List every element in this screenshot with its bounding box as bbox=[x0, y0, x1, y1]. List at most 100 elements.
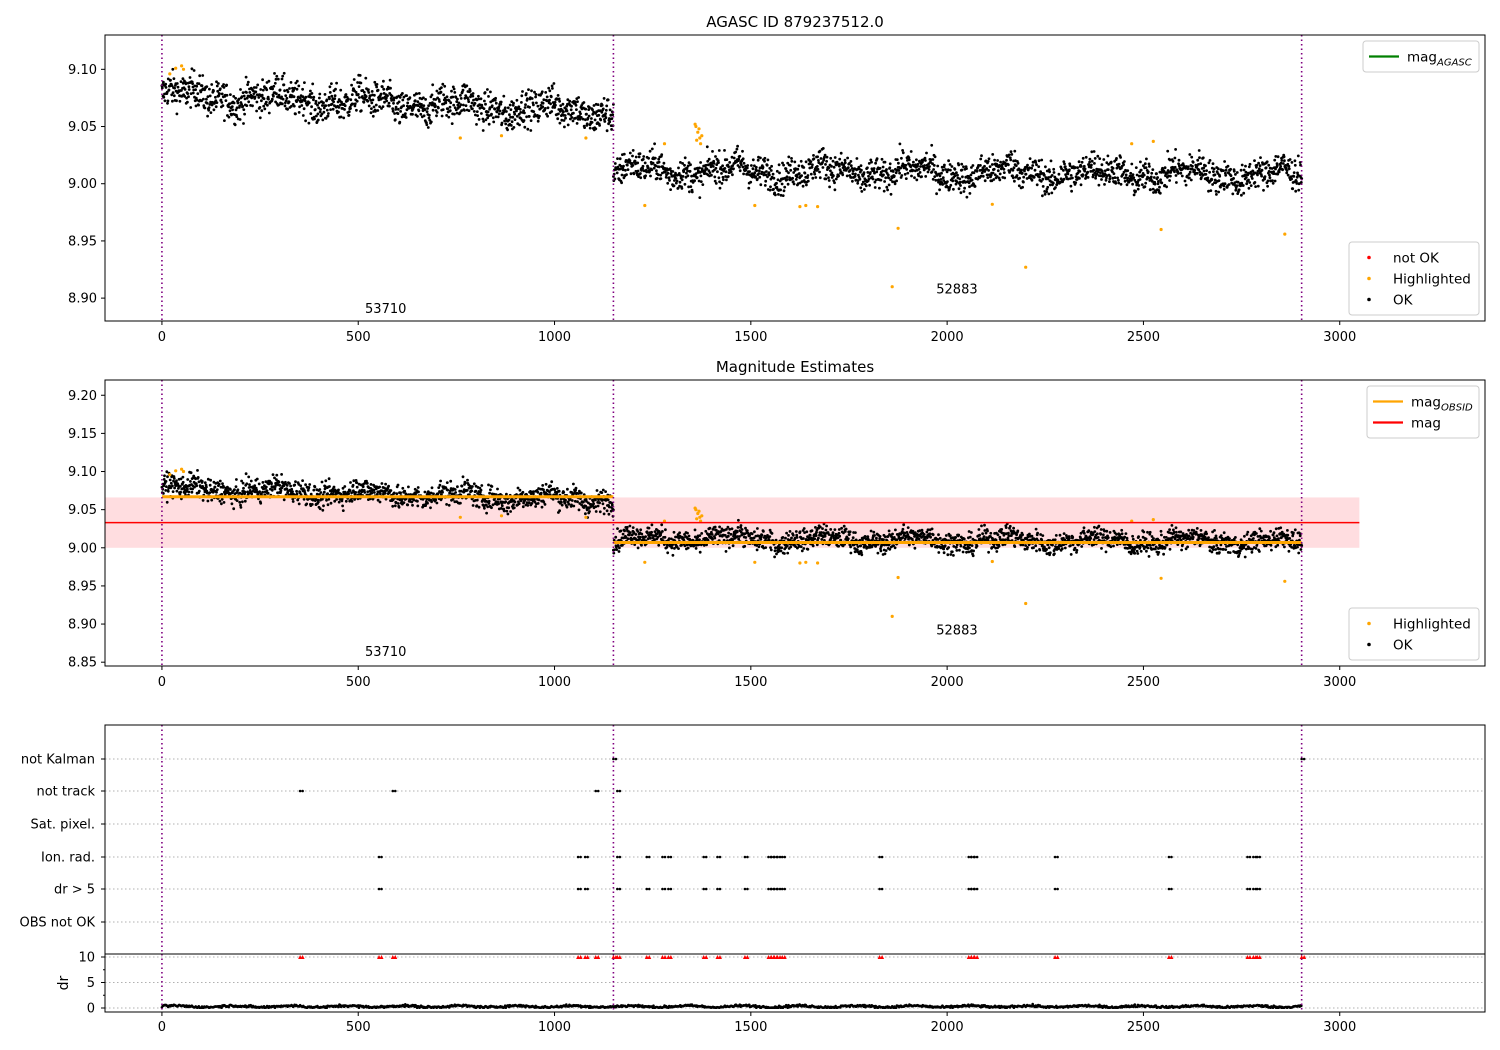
magnitude-ok-point bbox=[229, 488, 232, 491]
agasc-ok-point bbox=[788, 163, 792, 167]
agasc-ok-point bbox=[301, 87, 304, 91]
agasc-ok-point bbox=[762, 171, 766, 175]
magnitude-ok-point bbox=[460, 484, 464, 488]
agasc-highlighted-point bbox=[458, 136, 462, 140]
agasc-ok-point bbox=[1014, 164, 1018, 168]
agasc-ok-point bbox=[909, 165, 913, 169]
agasc-ok-point bbox=[388, 78, 392, 82]
magnitude-ok-point bbox=[615, 548, 619, 551]
agasc-ok-point bbox=[1047, 192, 1051, 196]
magnitude-ok-point bbox=[171, 484, 174, 488]
agasc-ok-point bbox=[913, 176, 916, 180]
agasc-ok-point bbox=[732, 167, 735, 171]
agasc-ok-point bbox=[859, 164, 863, 168]
agasc-ok-point bbox=[1112, 172, 1116, 176]
magnitude-ok-point bbox=[783, 552, 786, 555]
agasc-ok-point bbox=[1184, 183, 1188, 187]
agasc-ok-point bbox=[1030, 178, 1034, 182]
agasc-ok-point bbox=[557, 112, 560, 116]
magnitude-ok-point bbox=[799, 545, 803, 549]
magnitude-ok-point bbox=[245, 482, 249, 486]
agasc-ok-point bbox=[775, 181, 778, 185]
agasc-ok-point bbox=[948, 163, 952, 166]
agasc-ok-point bbox=[1050, 174, 1054, 177]
agasc-ok-point bbox=[812, 154, 815, 157]
magnitude-ok-point bbox=[461, 475, 465, 479]
agasc-ok-point bbox=[596, 103, 600, 106]
agasc-ok-point bbox=[947, 159, 950, 163]
magnitude-ok-point bbox=[318, 507, 322, 511]
agasc-ok-point bbox=[827, 179, 831, 182]
agasc-ok-point bbox=[392, 101, 395, 105]
agasc-ok-point bbox=[842, 163, 846, 167]
agasc-ok-point bbox=[335, 81, 338, 85]
agasc-ok-point bbox=[290, 104, 293, 108]
agasc-ok-point bbox=[195, 84, 199, 88]
magnitude-ok-point bbox=[610, 503, 614, 507]
agasc-ok-point bbox=[304, 119, 307, 123]
agasc-ok-point bbox=[1064, 173, 1067, 177]
agasc-ok-point bbox=[1139, 168, 1143, 172]
agasc-ok-point bbox=[825, 159, 828, 163]
agasc-ok-point bbox=[622, 152, 626, 156]
magnitude-ok-point bbox=[588, 510, 591, 513]
agasc-ok-point bbox=[922, 166, 926, 170]
agasc-ok-point bbox=[526, 127, 530, 131]
agasc-ok-point bbox=[1123, 179, 1127, 183]
agasc-ok-point bbox=[1273, 179, 1277, 183]
agasc-ok-point bbox=[567, 112, 570, 116]
agasc-ok-point bbox=[957, 187, 961, 191]
agasc-ok-point bbox=[225, 93, 229, 97]
agasc-ok-point bbox=[273, 72, 276, 75]
magnitude-ok-point bbox=[594, 498, 597, 502]
agasc-ok-point bbox=[267, 111, 271, 115]
agasc-legend-label-main: mag bbox=[1407, 50, 1437, 66]
magnitude-ok-point bbox=[825, 524, 828, 528]
agasc-ok-point bbox=[742, 161, 746, 165]
agasc-ok-point bbox=[834, 177, 838, 181]
agasc-ok-point bbox=[1210, 178, 1214, 182]
agasc-ok-point bbox=[983, 170, 987, 173]
magnitude-ok-point bbox=[631, 526, 635, 529]
agasc-ok-point bbox=[882, 189, 886, 193]
agasc-ok-point bbox=[806, 179, 810, 183]
agasc-ok-point bbox=[1109, 160, 1113, 164]
agasc-ok-point bbox=[717, 176, 721, 180]
agasc-ok-point bbox=[196, 92, 200, 95]
agasc-ok-point bbox=[453, 112, 456, 116]
agasc-ok-point bbox=[683, 163, 686, 167]
agasc-ok-point bbox=[628, 151, 632, 155]
agasc-ok-point bbox=[186, 92, 190, 95]
agasc-ok-point bbox=[318, 92, 322, 96]
agasc-ok-point bbox=[586, 116, 590, 120]
agasc-ok-point bbox=[765, 170, 768, 173]
agasc-ok-point bbox=[766, 158, 770, 162]
agasc-ok-point bbox=[584, 118, 587, 122]
agasc-ok-point bbox=[326, 114, 330, 118]
agasc-ok-point bbox=[1153, 182, 1157, 186]
agasc-ok-point bbox=[1271, 181, 1275, 185]
agasc-ok-point bbox=[625, 163, 629, 167]
agasc-ok-point bbox=[552, 82, 556, 85]
agasc-ok-point bbox=[914, 163, 917, 167]
agasc-ok-point bbox=[1045, 190, 1048, 194]
agasc-ok-point bbox=[893, 182, 897, 186]
magnitude-ok-point bbox=[729, 532, 733, 536]
magnitude-ok-point bbox=[550, 480, 554, 484]
agasc-ok-point bbox=[676, 186, 680, 190]
agasc-ok-point bbox=[223, 119, 226, 122]
magnitude-ok-point bbox=[506, 512, 510, 516]
agasc-ok-point bbox=[339, 115, 343, 119]
agasc-ok-point bbox=[785, 178, 789, 181]
agasc-ok-point bbox=[1128, 174, 1132, 178]
agasc-ok-point bbox=[402, 104, 405, 108]
agasc-ok-point bbox=[1111, 176, 1115, 180]
agasc-ok-point bbox=[173, 86, 177, 90]
agasc-ok-point bbox=[1041, 185, 1045, 188]
agasc-ok-point bbox=[659, 173, 662, 177]
magnitude-ok-point bbox=[607, 512, 611, 516]
agasc-ok-point bbox=[782, 189, 786, 193]
agasc-ok-point bbox=[229, 93, 232, 96]
magnitude-ok-point bbox=[664, 528, 667, 532]
agasc-highlighted-point bbox=[700, 134, 704, 138]
